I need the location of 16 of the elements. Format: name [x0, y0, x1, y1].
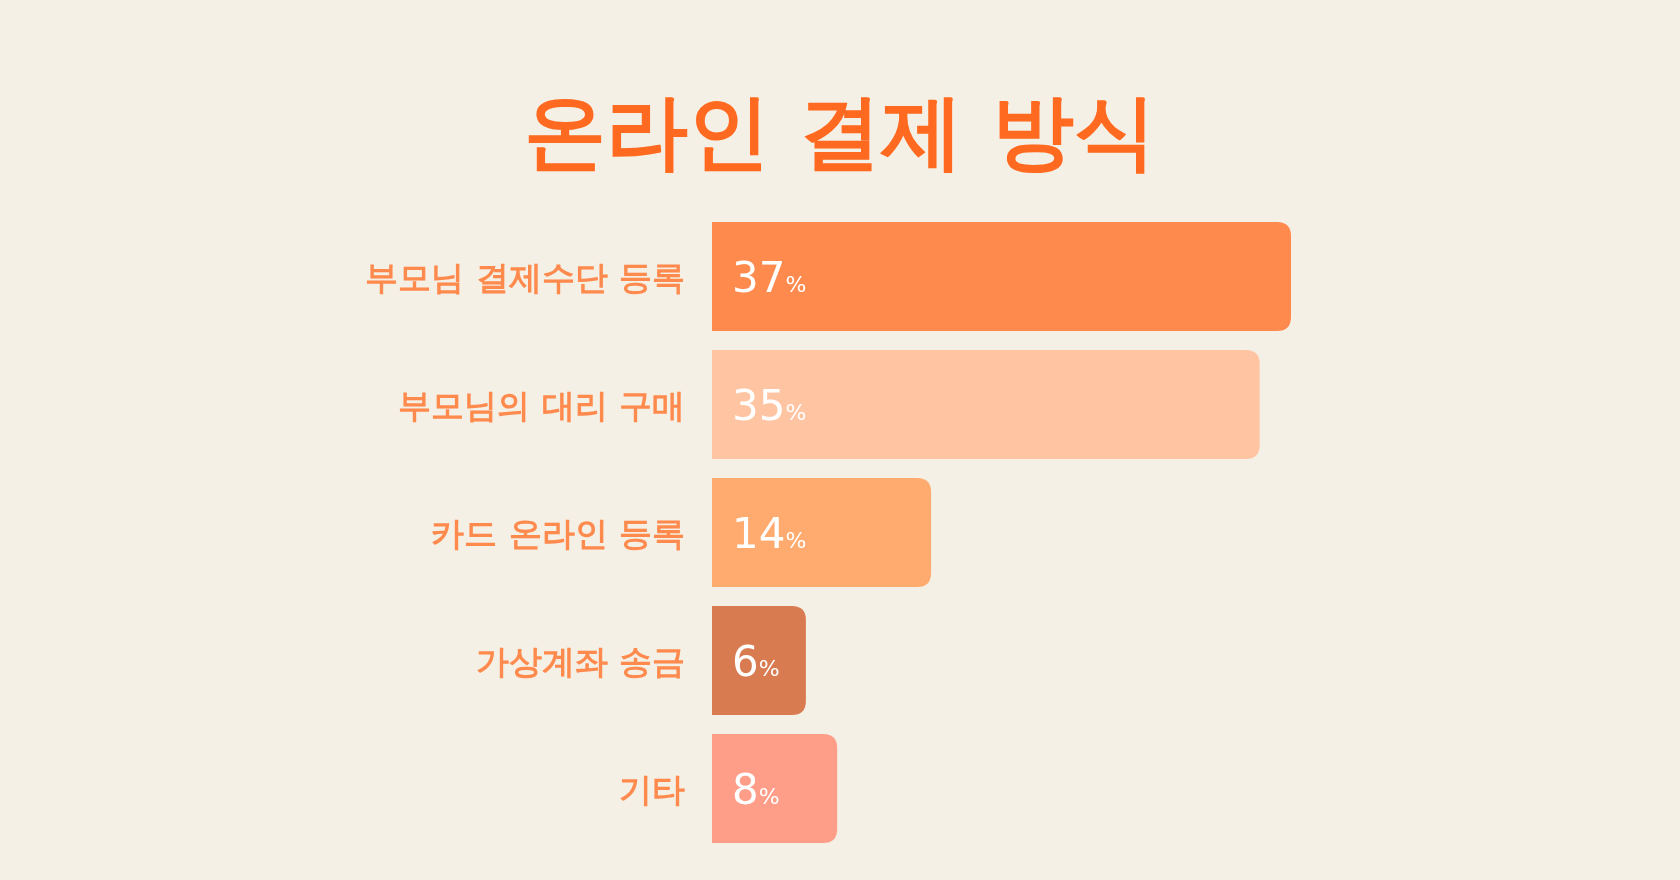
bar — [712, 222, 1291, 331]
bar: 부모님 결제수단 등록 37% — [365, 222, 1291, 331]
y-tick-label: 카드 온라인 등록 — [431, 513, 685, 553]
bar: 부모님의 대리 구매 35% — [398, 350, 1260, 459]
bar: 기타 8% — [619, 734, 838, 843]
y-tick-label: 부모님의 대리 구매 — [398, 385, 685, 425]
bar: 카드 온라인 등록 14% — [431, 478, 932, 587]
bar: 가상계좌 송금 6% — [475, 606, 806, 715]
chart-title: 온라인 결제 방식 — [524, 84, 1156, 179]
bar — [712, 478, 932, 587]
bar — [712, 606, 806, 715]
y-tick-label: 부모님 결제수단 등록 — [365, 257, 685, 297]
bar — [712, 350, 1260, 459]
y-tick-label: 기타 — [619, 769, 685, 809]
bar — [712, 734, 838, 843]
y-tick-label: 가상계좌 송금 — [475, 641, 685, 681]
